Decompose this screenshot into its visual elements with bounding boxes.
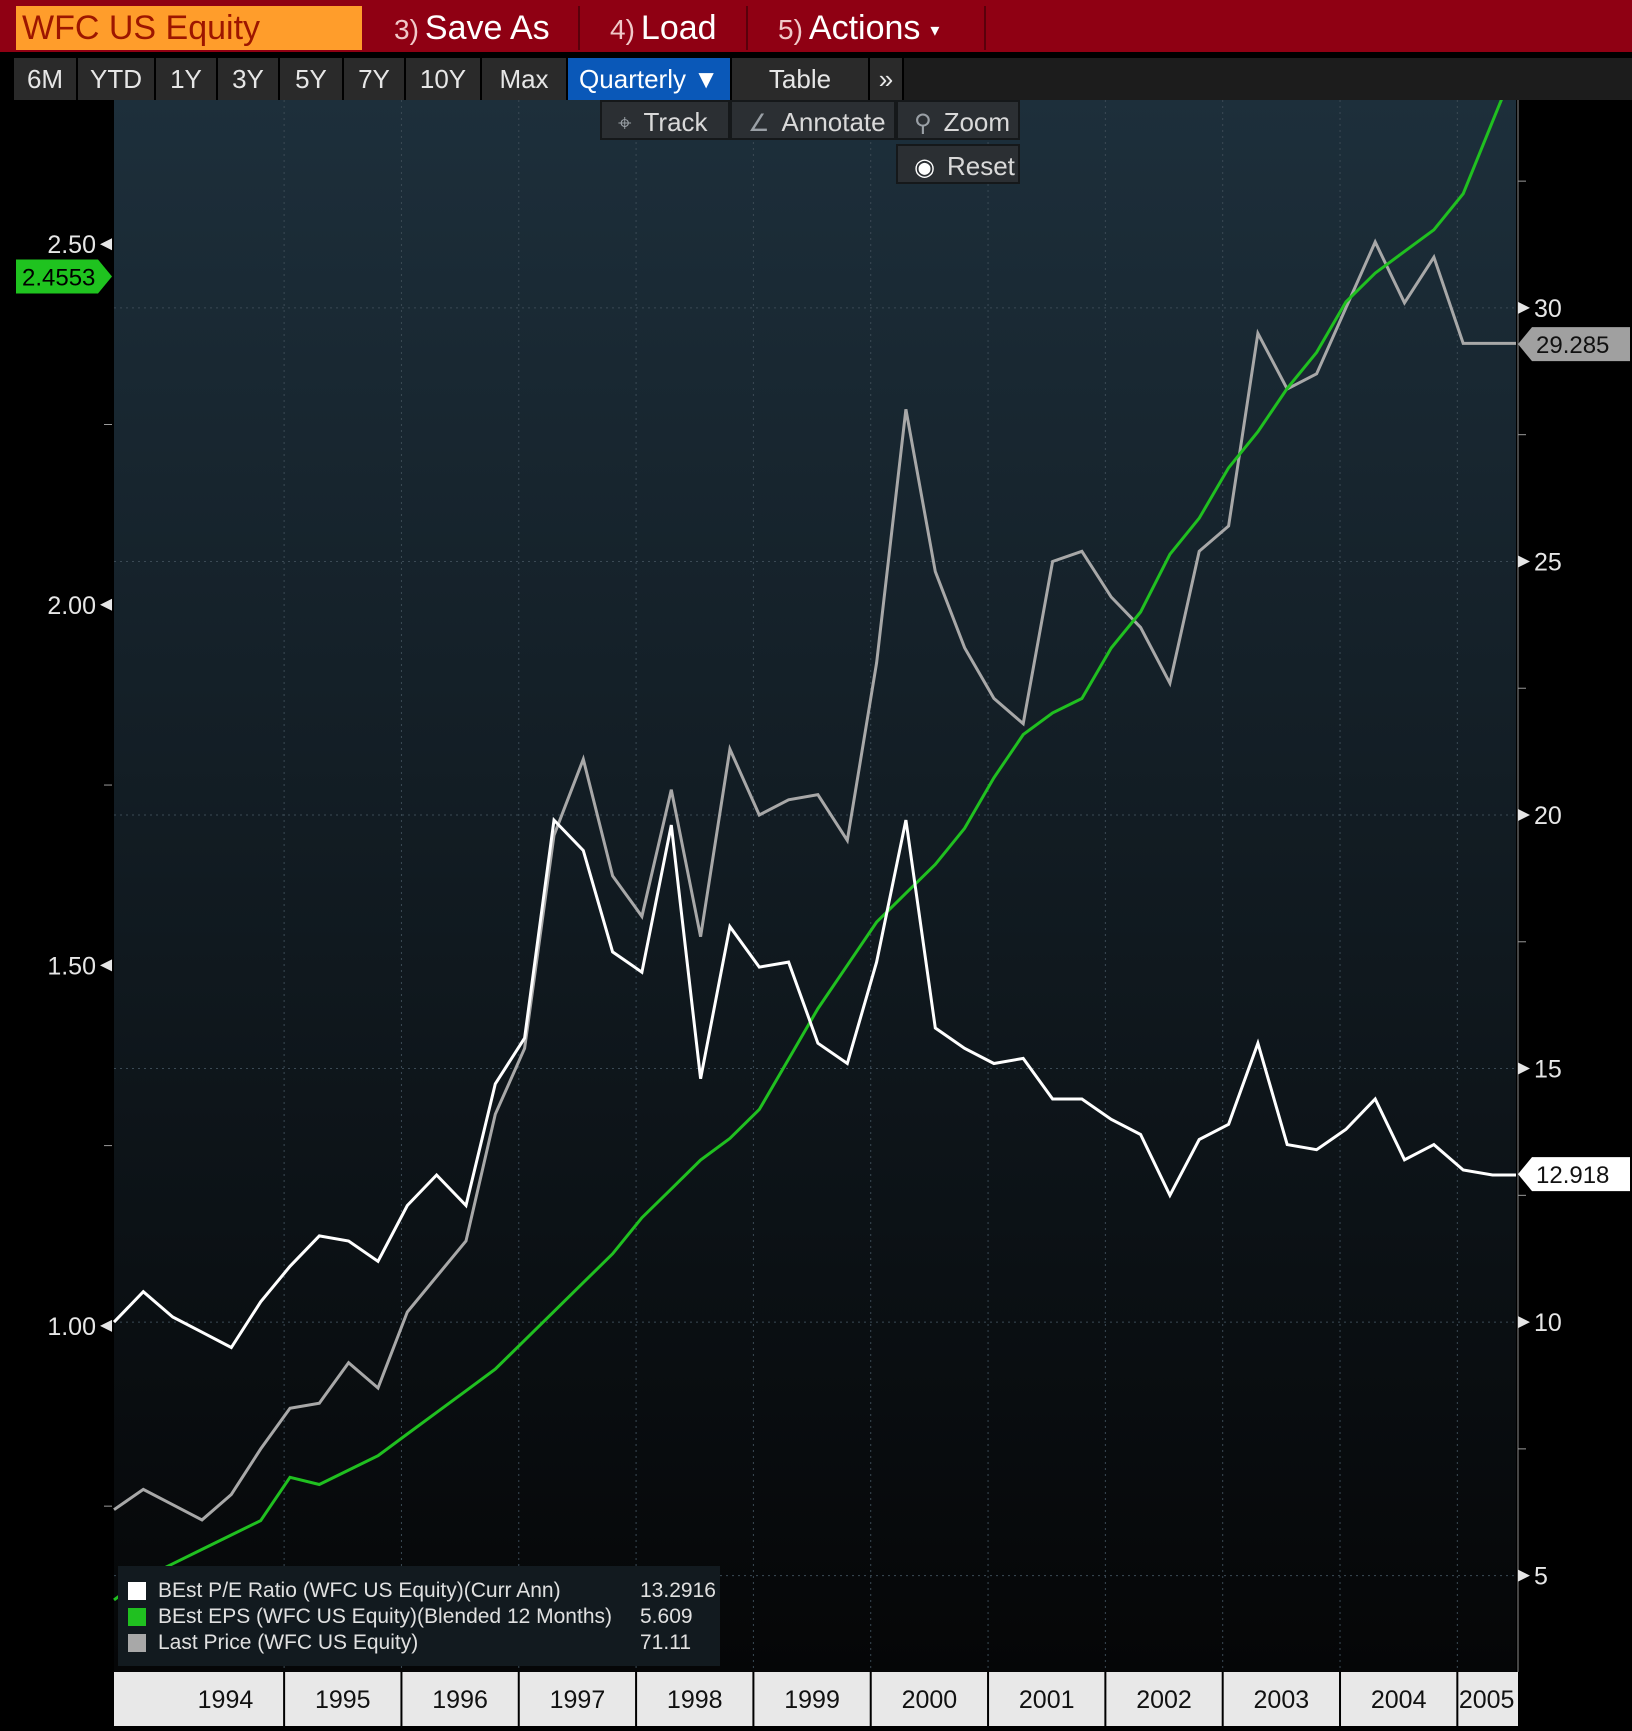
x-tick-label: 2000: [902, 1686, 958, 1714]
right-tick-mark: [1518, 301, 1530, 314]
right-tick-label: 5: [1534, 1563, 1548, 1591]
left-tick-mark: [100, 959, 112, 972]
save-as-button[interactable]: 3) Save As: [364, 6, 580, 50]
load-button[interactable]: 4) Load: [580, 6, 748, 50]
price-value-badge-shape: [1518, 327, 1630, 362]
security-ticker-field[interactable]: WFC US Equity: [16, 6, 362, 50]
save-as-label: Save As: [424, 9, 550, 47]
right-tick-label: 10: [1534, 1309, 1562, 1337]
series-lines: [112, 63, 1518, 1602]
right-tick-label: 30: [1534, 295, 1562, 323]
x-tick-label: 2004: [1371, 1686, 1427, 1714]
legend-value-pe: 13.2916: [640, 1579, 716, 1602]
annotate-button[interactable]: ∠ Annotate: [730, 100, 896, 140]
plot-background: [114, 100, 1516, 1672]
tab-5y[interactable]: 5Y: [280, 58, 344, 100]
eps-line: [113, 63, 1518, 1602]
left-tick-label: 2.00: [47, 592, 96, 620]
circle-dot-icon: ◉: [914, 154, 935, 181]
left-tick-mark: [100, 238, 112, 251]
x-axis-bar: [114, 1672, 1518, 1726]
tab-6m[interactable]: 6M: [14, 58, 78, 100]
chart-legend: BEst P/E Ratio (WFC US Equity)(Curr Ann)…: [118, 1566, 720, 1666]
right-axis: 5 10 15 20 25 30: [1517, 100, 1562, 1672]
x-tick-label: 1995: [315, 1686, 371, 1714]
left-tick-label: 1.50: [47, 952, 96, 980]
price-value-badge: 29.285: [1536, 332, 1609, 359]
x-tick-label: 2001: [1019, 1686, 1075, 1714]
left-axis: 1.00 1.50 2.00 2.50: [47, 231, 112, 1507]
pencil-icon: ∠: [748, 110, 770, 137]
legend-value-eps: 5.609: [640, 1605, 693, 1628]
load-number: 4): [610, 14, 635, 45]
right-tick-mark: [1518, 809, 1530, 822]
actions-caret-icon: ▾: [930, 20, 940, 41]
left-tick-mark: [100, 598, 112, 611]
eps-value-badge-shape: [16, 259, 112, 294]
reset-button[interactable]: ◉ Reset: [896, 144, 1020, 184]
eps-value-badge: 2.4553: [22, 264, 95, 291]
x-tick-label: 1996: [432, 1686, 488, 1714]
value-badges: 2.4553 29.285 12.918: [16, 259, 1630, 1192]
track-label: Track: [643, 107, 708, 137]
annotate-label: Annotate: [781, 107, 886, 137]
legend-item-price: Last Price (WFC US Equity) 71.11: [128, 1630, 691, 1656]
magnifier-icon: ⚲: [914, 110, 932, 137]
save-as-number: 3): [394, 14, 419, 45]
x-tick-label: 2003: [1254, 1686, 1310, 1714]
reset-label: Reset: [946, 151, 1015, 181]
pe-ratio-line: [112, 816, 1516, 1350]
function-bar: WFC US Equity 3) Save As 4) Load 5) Actions…: [0, 0, 1632, 52]
right-tick-label: 25: [1534, 548, 1562, 576]
x-axis: 1994 1995 1996 1997 1998 1999 2000 2001 2002 2003…: [114, 1672, 1518, 1726]
track-button[interactable]: ⌖ Track: [600, 100, 730, 140]
crosshair-icon: ⌖: [618, 110, 632, 137]
legend-swatch-price: [128, 1634, 146, 1652]
legend-item-eps: BEst EPS (WFC US Equity)(Blended 12 Mont…: [128, 1604, 693, 1630]
tab-max[interactable]: Max: [482, 58, 568, 100]
zoom-label: Zoom: [943, 107, 1011, 137]
pe-value-badge-shape: [1518, 1157, 1630, 1192]
tab-7y[interactable]: 7Y: [344, 58, 406, 100]
more-button[interactable]: »: [870, 58, 904, 100]
pe-value-badge: 12.918: [1536, 1162, 1609, 1189]
left-tick-label: 2.50: [47, 231, 96, 259]
right-tick-mark: [1518, 1316, 1530, 1329]
period-dropdown[interactable]: Quarterly ▼: [568, 58, 732, 100]
tab-10y[interactable]: 10Y: [406, 58, 482, 100]
right-tick-mark: [1518, 555, 1530, 568]
actions-label: Actions: [808, 9, 921, 47]
left-tick-mark: [100, 1319, 112, 1332]
legend-label-pe: BEst P/E Ratio (WFC US Equity)(Curr Ann): [158, 1579, 561, 1602]
tab-ytd[interactable]: YTD: [78, 58, 156, 100]
load-label: Load: [640, 9, 717, 47]
tab-3y[interactable]: 3Y: [218, 58, 280, 100]
x-tick-label: 1999: [784, 1686, 840, 1714]
legend-value-price: 71.11: [640, 1631, 691, 1654]
zoom-button[interactable]: ⚲ Zoom: [896, 100, 1020, 140]
x-tick-label: 2002: [1136, 1686, 1192, 1714]
actions-button[interactable]: 5) Actions ▾: [748, 6, 986, 50]
right-tick-mark: [1518, 1062, 1530, 1075]
right-tick-mark: [1518, 1569, 1530, 1582]
legend-swatch-eps: [128, 1608, 146, 1626]
x-tick-label: 2005: [1459, 1686, 1515, 1714]
x-dividers: [283, 100, 1458, 1672]
x-tick-label: 1998: [667, 1686, 723, 1714]
chart-area: 1.00 1.50 2.00 2.50 5 10 15 20 25 30 1994 1995 199…: [0, 63, 1632, 1726]
range-tab-bar: 6M YTD 1Y 3Y 5Y 7Y 10Y Max Quarterly ▼ T…: [14, 58, 1632, 100]
table-button[interactable]: Table: [732, 58, 870, 100]
legend-item-pe: BEst P/E Ratio (WFC US Equity)(Curr Ann)…: [128, 1578, 716, 1604]
actions-number: 5): [778, 14, 803, 45]
right-tick-label: 15: [1534, 1056, 1562, 1084]
legend-label-price: Last Price (WFC US Equity): [158, 1631, 419, 1654]
x-tick-label: 1997: [550, 1686, 606, 1714]
tab-1y[interactable]: 1Y: [156, 58, 218, 100]
right-tick-label: 20: [1534, 802, 1562, 830]
legend-swatch-pe: [128, 1582, 146, 1600]
x-tick-label: 1994: [198, 1686, 254, 1714]
legend-label-eps: BEst EPS (WFC US Equity)(Blended 12 Mont…: [158, 1605, 612, 1628]
left-tick-label: 1.00: [47, 1313, 96, 1341]
